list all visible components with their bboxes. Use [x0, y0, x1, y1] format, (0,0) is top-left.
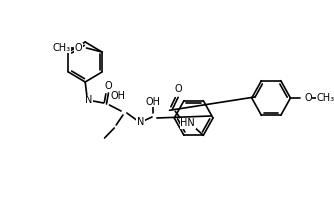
Text: N: N	[137, 117, 144, 127]
Text: O: O	[75, 43, 82, 53]
Text: O: O	[174, 84, 182, 94]
Text: CH₃: CH₃	[316, 93, 334, 103]
Text: O: O	[105, 81, 112, 91]
Text: HN: HN	[180, 118, 195, 128]
Text: CH₃: CH₃	[52, 43, 70, 53]
Text: OH: OH	[111, 91, 126, 101]
Text: OH: OH	[146, 97, 160, 107]
Text: O: O	[304, 93, 312, 103]
Text: N: N	[86, 95, 93, 105]
